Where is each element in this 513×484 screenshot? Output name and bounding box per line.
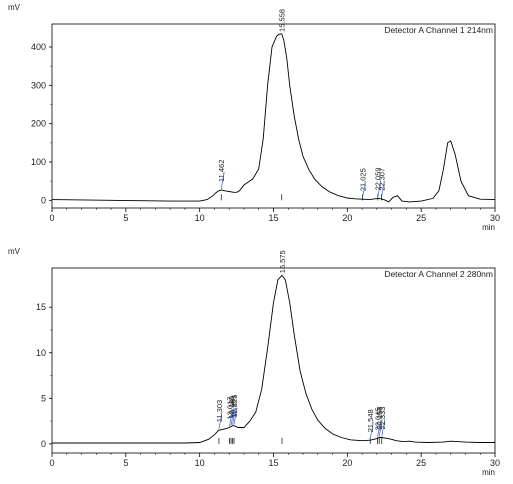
y-tick-label: 15: [36, 302, 46, 312]
integration-line: [230, 408, 235, 426]
peak-label: 12.325: [230, 395, 239, 418]
chart-panel-2: mV min 0 5 10 15 0 5 10 15 20 25 30 Detector A Channe…: [8, 247, 500, 477]
integration-line: [220, 171, 225, 190]
peak-label: 11.462: [217, 160, 226, 182]
integration-line: [369, 422, 374, 440]
integration-line: [381, 180, 385, 198]
x-tick-label: 10: [195, 458, 205, 468]
y-tick-label: 100: [31, 157, 46, 167]
integration-line: [362, 181, 366, 199]
chart-panel-1: mV min 0 100 200 300 400 0 5 10 15 20 25 30 Detector A…: [8, 3, 500, 232]
x-unit-label: min: [482, 223, 495, 232]
y-unit-label: mV: [8, 3, 21, 12]
integration-line: [232, 407, 236, 425]
x-tick-label: 0: [49, 458, 54, 468]
x-tick-label: 10: [195, 213, 205, 223]
x-tick-label: 15: [268, 213, 278, 223]
y-tick-label: 400: [31, 42, 46, 52]
x-tick-label: 30: [490, 458, 500, 468]
x-tick-label: 5: [123, 213, 128, 223]
y-tick-label: 0: [41, 195, 46, 205]
integration-line: [229, 409, 233, 427]
peak-label: 22.045: [374, 407, 383, 430]
x-tick-label: 25: [416, 458, 426, 468]
integration-line: [218, 412, 223, 430]
y-tick-label: 10: [36, 348, 46, 358]
peak-label: 22.158: [375, 407, 384, 430]
peak-label: 15.558: [278, 9, 287, 32]
peak-label: 11.303: [215, 400, 224, 422]
y-tick-label: 200: [31, 119, 46, 129]
peak-label: 12.017: [225, 397, 234, 420]
x-tick-label: 20: [342, 213, 352, 223]
x-unit-label: min: [482, 468, 495, 477]
peak-label: 22.059: [374, 167, 383, 190]
x-tick-label: 15: [268, 458, 278, 468]
y-unit-label: mV: [8, 247, 21, 256]
x-tick-label: 0: [49, 213, 54, 223]
chromatogram-trace: [51, 33, 496, 203]
integration-line: [377, 420, 381, 438]
y-tick-label: 5: [41, 393, 46, 403]
x-tick-label: 30: [490, 213, 500, 223]
x-tick-label: 5: [123, 458, 128, 468]
peak-label: 12.125: [227, 396, 236, 419]
plot-frame: [51, 23, 496, 209]
peak-label: 12.231: [229, 395, 238, 418]
integration-line: [377, 180, 382, 198]
integration-line: [378, 419, 383, 437]
peak-label: 21.548: [366, 409, 375, 432]
detector-legend: Detector A Channel 1 214nm: [384, 25, 493, 35]
peak-label: 21.025: [358, 168, 367, 191]
chromatogram-trace: [52, 274, 495, 444]
peak-label: 22.333: [378, 407, 387, 430]
detector-legend: Detector A Channel 2 280nm: [384, 269, 493, 279]
integration-line: [233, 407, 238, 425]
x-tick-label: 20: [342, 458, 352, 468]
y-tick-label: 300: [31, 80, 46, 90]
plot-frame: [51, 267, 496, 454]
x-tick-label: 25: [416, 213, 426, 223]
peak-label: 22.307: [377, 168, 386, 191]
peak-label: 15.575: [278, 250, 287, 273]
integration-line: [381, 419, 386, 437]
y-tick-label: 0: [41, 439, 46, 449]
